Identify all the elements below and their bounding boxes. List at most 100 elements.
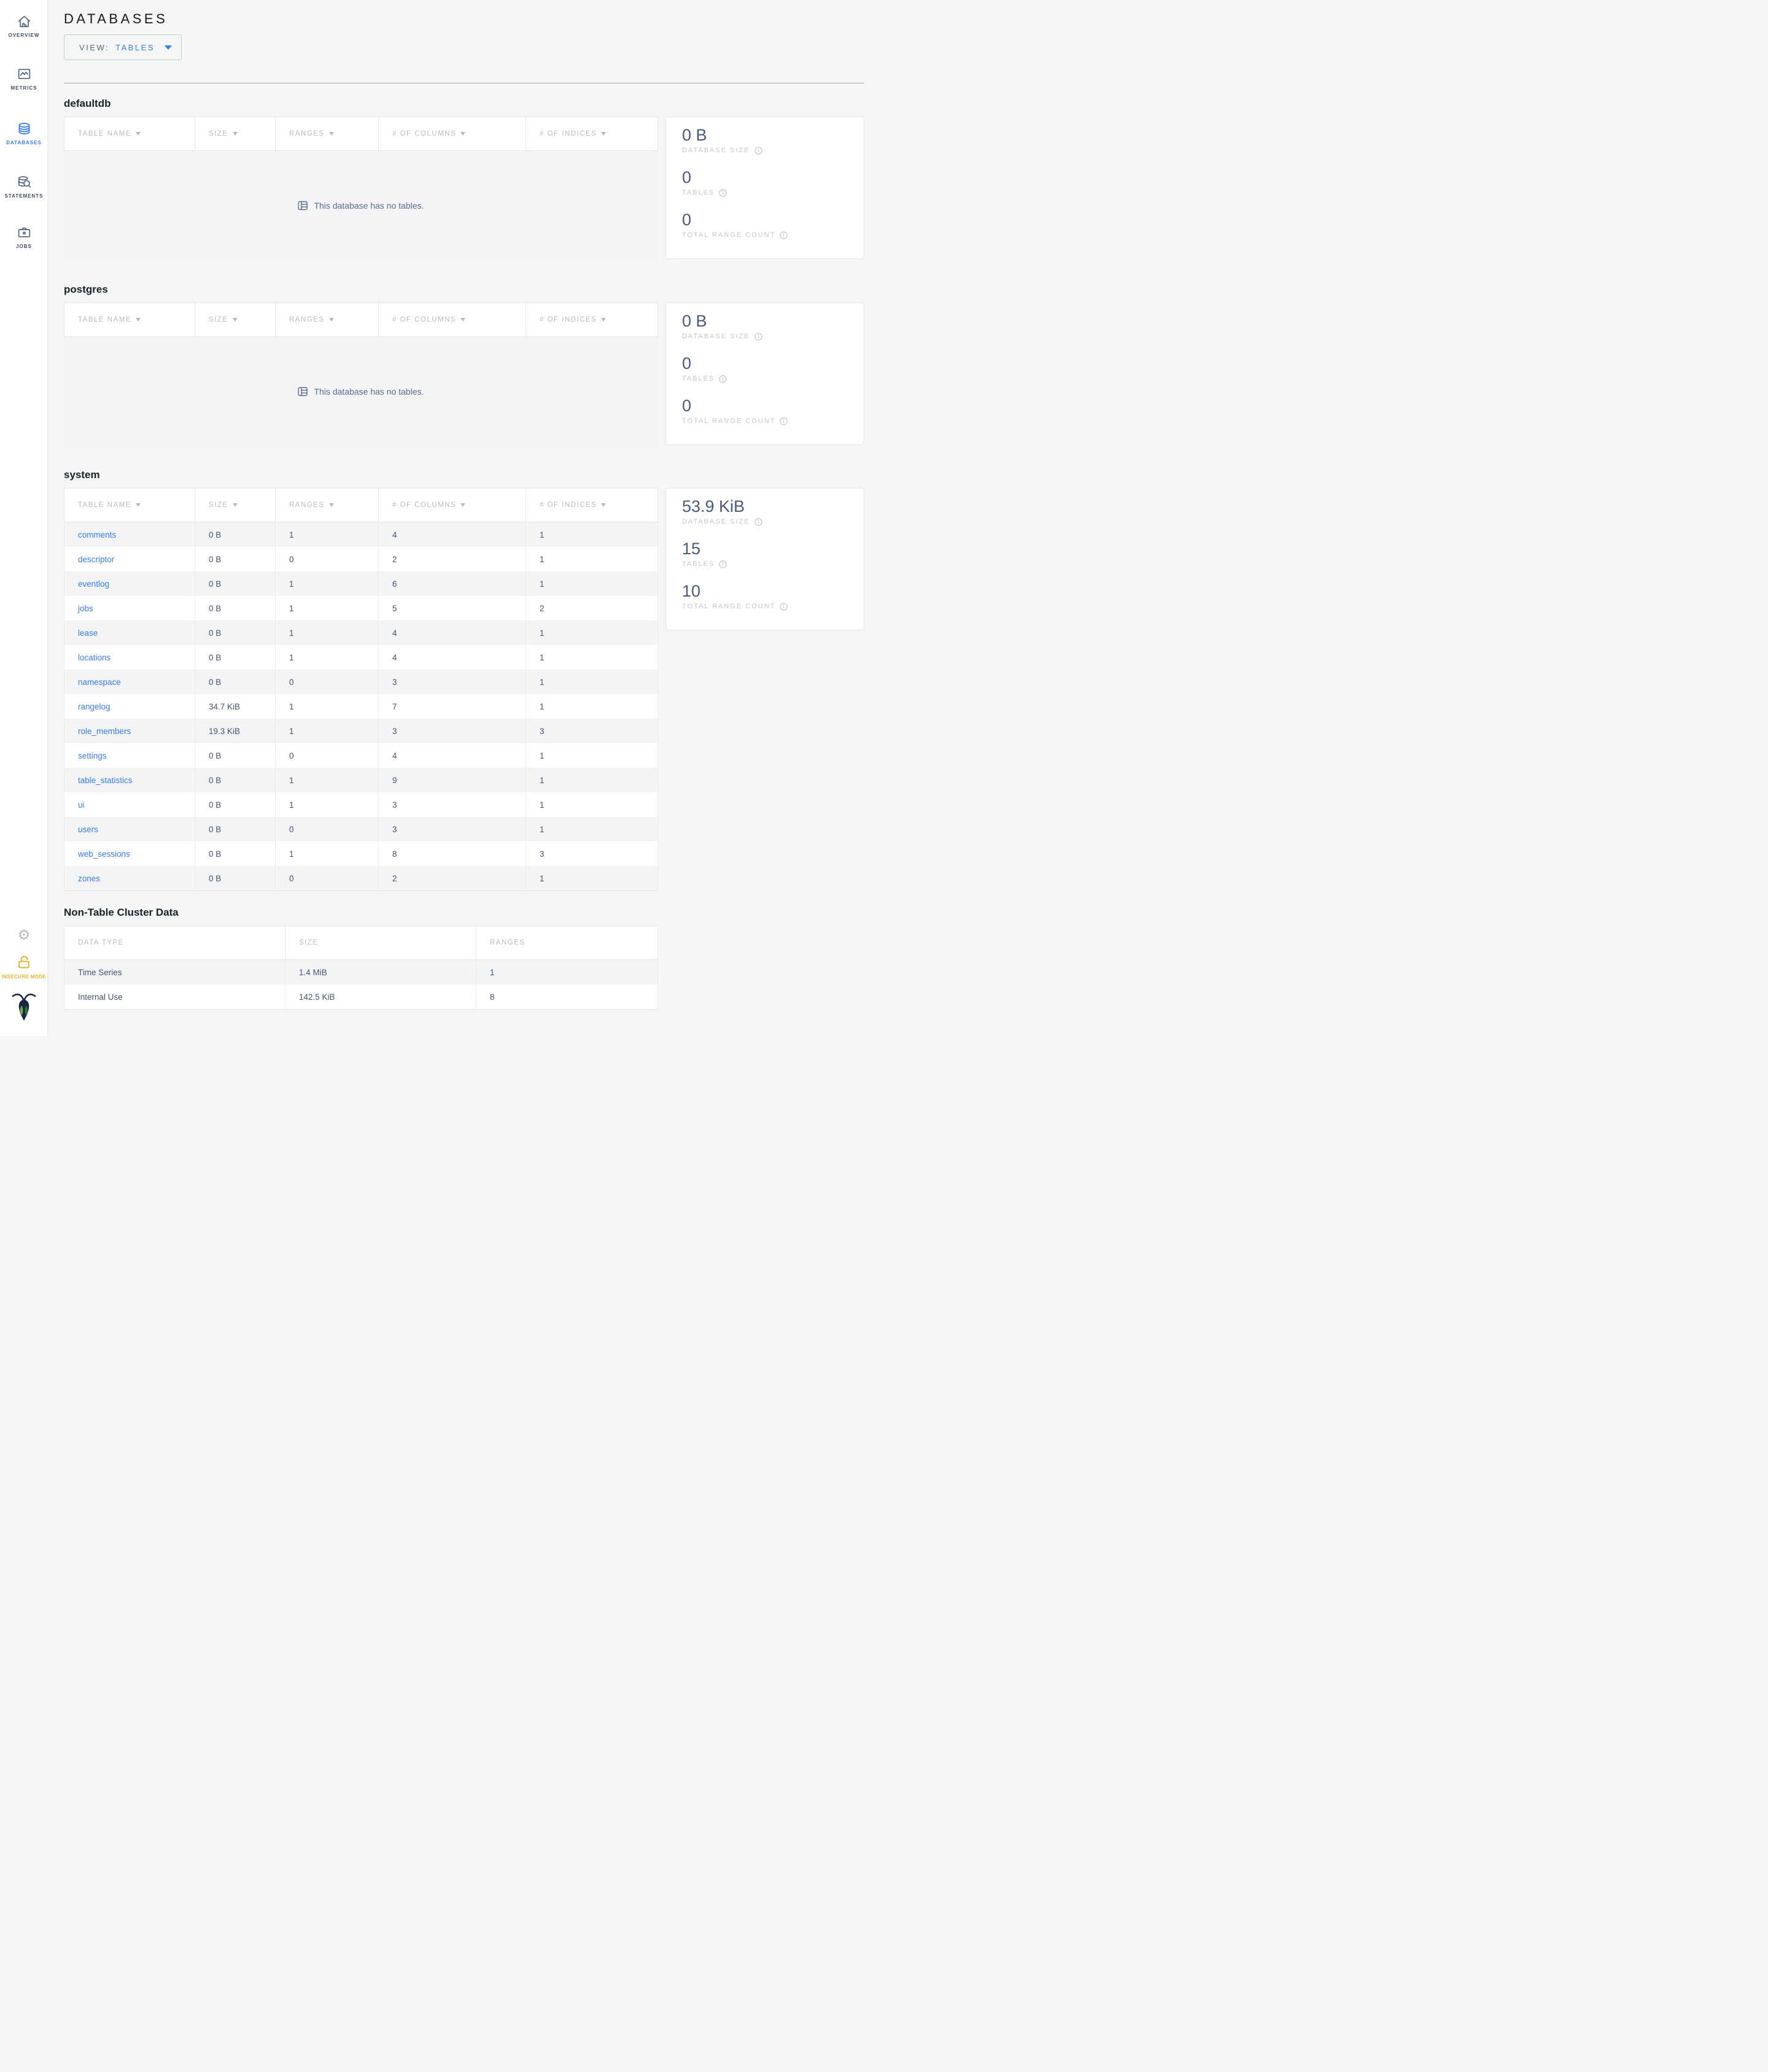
table-name-link[interactable]: ui [78, 800, 85, 810]
sidebar-item-metrics[interactable]: METRICS [0, 66, 48, 91]
column-header-size[interactable]: SIZE [195, 303, 276, 336]
sort-arrow-icon [232, 318, 238, 322]
stat-database-size: 0 B DATABASE SIZE [682, 126, 864, 155]
column-header-columns[interactable]: # OF COLUMNS [379, 489, 526, 522]
cell-columns: 4 [379, 620, 526, 645]
column-header-indices[interactable]: # OF INDICES [526, 489, 658, 522]
column-header-ranges[interactable]: RANGES [276, 303, 379, 336]
gear-icon[interactable]: ⚙ [17, 927, 31, 943]
table-name-link[interactable]: web_sessions [78, 849, 130, 859]
table-name-link[interactable]: lease [78, 628, 98, 638]
table-name-link[interactable]: jobs [78, 603, 93, 613]
cell-indices: 1 [526, 866, 658, 891]
column-header-ranges: RANGES [476, 926, 658, 959]
home-icon [17, 14, 32, 29]
cell-ranges: 1 [276, 596, 379, 620]
cell-size: 0 B [195, 547, 276, 571]
cell-columns: 4 [379, 522, 526, 547]
page-title: DATABASES [64, 11, 168, 26]
column-header-ranges[interactable]: RANGES [276, 117, 379, 150]
view-dropdown-label: VIEW: [79, 42, 110, 52]
empty-state-message: This database has no tables. [298, 387, 424, 396]
column-header-table-name[interactable]: TABLE NAME [64, 117, 195, 150]
stat-tables: 0 TABLES [682, 354, 864, 383]
database-section-postgres: postgres TABLE NAME SIZE RANGES # OF COL… [64, 283, 864, 446]
stat-database-size: 0 B DATABASE SIZE [682, 312, 864, 341]
cell-columns: 3 [379, 792, 526, 817]
view-dropdown[interactable]: VIEW: TABLES [64, 34, 182, 60]
stat-range-count: 0 TOTAL RANGE COUNT [682, 211, 864, 239]
jobs-icon [17, 225, 32, 240]
column-header-size[interactable]: SIZE [195, 117, 276, 150]
table-name-link[interactable]: table_statistics [78, 775, 133, 785]
column-header-columns[interactable]: # OF COLUMNS [379, 117, 526, 150]
cell-columns: 8 [379, 841, 526, 866]
cell-ranges: 1 [276, 571, 379, 596]
database-name: defaultdb [64, 98, 111, 109]
sort-arrow-icon [136, 132, 141, 136]
cell-ranges: 1 [276, 719, 379, 743]
info-icon[interactable] [719, 188, 727, 197]
column-header-indices[interactable]: # OF INDICES [526, 117, 658, 150]
column-header-table-name[interactable]: TABLE NAME [64, 489, 195, 522]
sort-arrow-icon [136, 503, 141, 507]
tables-table: TABLE NAME SIZE RANGES # OF COLUMNS # OF… [64, 303, 658, 446]
info-icon[interactable] [780, 602, 788, 611]
cell-columns: 7 [379, 694, 526, 719]
sidebar-item-databases[interactable]: DATABASES [0, 121, 48, 145]
sidebar-item-jobs[interactable]: JOBS [0, 225, 48, 249]
table-name-link[interactable]: comments [78, 530, 117, 539]
info-icon[interactable] [719, 374, 727, 383]
info-icon[interactable] [719, 560, 727, 568]
cell-data-type: Internal Use [64, 984, 285, 1009]
sidebar-item-overview[interactable]: OVERVIEW [0, 14, 48, 38]
column-header-indices[interactable]: # OF INDICES [526, 303, 658, 336]
info-icon[interactable] [780, 417, 788, 425]
table-name-link[interactable]: namespace [78, 677, 121, 687]
column-header-table-name[interactable]: TABLE NAME [64, 303, 195, 336]
info-icon[interactable] [754, 332, 762, 341]
table-name-link[interactable]: descriptor [78, 554, 115, 564]
table-row: comments 0 B 1 4 1 [64, 522, 658, 547]
cell-size: 1.4 MiB [285, 960, 476, 984]
column-header-size[interactable]: SIZE [195, 489, 276, 522]
table-name-link[interactable]: role_members [78, 726, 131, 736]
sidebar-item-label: STATEMENTS [4, 193, 44, 199]
sort-arrow-icon [328, 503, 334, 507]
cell-size: 0 B [195, 620, 276, 645]
insecure-mode-label: INSECURE MODE [1, 974, 47, 980]
info-icon[interactable] [754, 517, 762, 526]
cell-indices: 1 [526, 645, 658, 670]
cell-ranges: 0 [276, 670, 379, 694]
table-name-link[interactable]: users [78, 824, 99, 834]
table-name-link[interactable]: settings [78, 751, 107, 760]
table-name-link[interactable]: rangelog [78, 702, 110, 711]
cell-size: 0 B [195, 792, 276, 817]
cell-columns: 4 [379, 645, 526, 670]
sidebar-item-statements[interactable]: STATEMENTS [0, 174, 48, 199]
sort-arrow-icon [601, 132, 607, 136]
empty-table-body: This database has no tables. [64, 151, 658, 260]
metrics-icon [17, 66, 32, 82]
info-icon[interactable] [780, 231, 788, 239]
info-icon[interactable] [754, 146, 762, 155]
cell-columns: 6 [379, 571, 526, 596]
table-header-row: DATA TYPE SIZE RANGES [64, 926, 658, 960]
databases-icon [17, 121, 32, 136]
stat-range-count: 10 TOTAL RANGE COUNT [682, 582, 864, 611]
sort-arrow-icon [601, 503, 607, 507]
table-name-link[interactable]: locations [78, 652, 111, 662]
cell-columns: 3 [379, 670, 526, 694]
cell-size: 0 B [195, 743, 276, 768]
app-root: OVERVIEW METRICS DATABASES [0, 0, 884, 1036]
table-row: locations 0 B 1 4 1 [64, 645, 658, 670]
main-content: DATABASES VIEW: TABLES defaultdb TABLE N… [64, 0, 864, 1010]
cell-size: 0 B [195, 522, 276, 547]
database-section-system: system TABLE NAME SIZE RANGES # OF COLUM… [64, 468, 864, 891]
column-header-ranges[interactable]: RANGES [276, 489, 379, 522]
table-name-link[interactable]: zones [78, 873, 101, 883]
table-grid-icon [298, 201, 308, 211]
cell-ranges: 1 [476, 960, 658, 984]
column-header-columns[interactable]: # OF COLUMNS [379, 303, 526, 336]
table-name-link[interactable]: eventlog [78, 579, 110, 589]
